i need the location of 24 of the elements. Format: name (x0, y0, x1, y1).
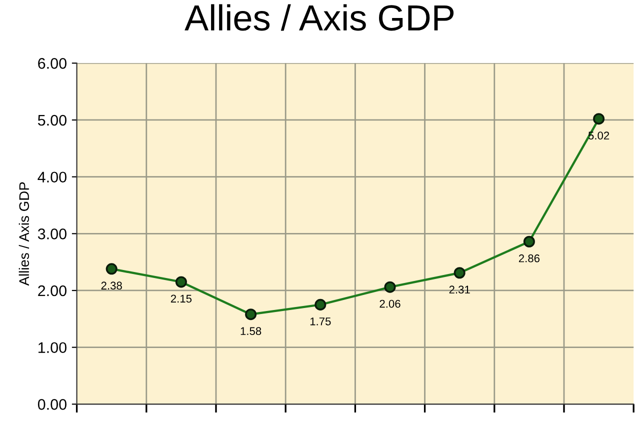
y-tick-label: 5.00 (38, 114, 66, 126)
chart-title: Allies / Axis GDP (184, 4, 454, 31)
y-tick-label: 2.00 (38, 285, 66, 296)
data-label: 1.58 (240, 327, 262, 336)
point (384, 281, 396, 293)
y-tick-label: 0.00 (38, 399, 66, 410)
y-tick-label: 3.00 (38, 228, 66, 240)
point (593, 113, 605, 125)
data-label: 2.15 (170, 294, 192, 303)
data-label: 2.31 (449, 286, 470, 294)
point (523, 236, 535, 248)
y-tick-label: 1.00 (38, 342, 66, 354)
point (245, 308, 257, 320)
point (314, 298, 326, 310)
y-axis-title: Allies / Axis GDP (18, 182, 30, 286)
point (454, 267, 466, 279)
data-label: 2.86 (518, 254, 540, 262)
point (106, 263, 118, 275)
y-tick-label: 6.00 (38, 58, 66, 69)
data-label: 2.06 (380, 300, 400, 308)
data-label: 2.38 (101, 282, 122, 290)
y-tick-label: 4.00 (38, 172, 66, 183)
data-label: 1.75 (310, 318, 331, 326)
point (175, 276, 187, 288)
